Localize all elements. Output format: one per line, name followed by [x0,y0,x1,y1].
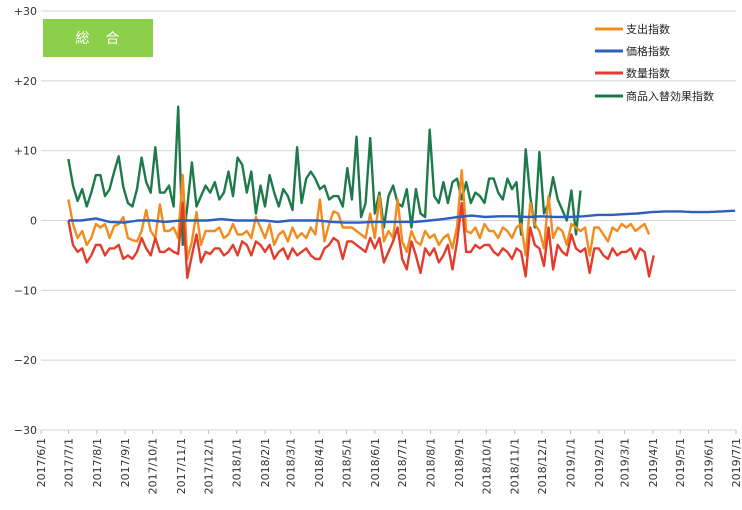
series-lines [67,105,736,279]
legend-label: 価格指数 [626,44,670,58]
x-tick-label: 2018/11/1 [509,438,522,494]
x-tick-label: 2019/1/1 [564,438,577,487]
legend-entry: 価格指数 [595,44,670,58]
y-tick-label: −30 [14,424,37,437]
x-tick-label: 2017/11/1 [175,438,188,494]
x-tick-label: 2017/9/1 [119,438,132,487]
x-tick-label: 2017/6/1 [35,438,48,487]
x-tick-label: 2018/12/1 [536,438,549,494]
y-tick-label: 0 [30,215,37,228]
legend-entry: 商品入替効果指数 [595,89,714,103]
legend-entry: 支出指数 [595,22,670,36]
x-tick-label: 2018/5/1 [340,438,353,487]
x-tick-label: 2018/3/1 [285,438,298,487]
x-tick-label: 2018/8/1 [425,438,438,487]
y-tick-label: +10 [14,145,37,158]
legend-label: 支出指数 [626,22,670,36]
x-tick-label: 2019/3/1 [618,438,631,487]
series-line [67,201,655,279]
x-tick-label: 2017/8/1 [91,438,104,487]
legend-entry: 数量指数 [595,66,670,80]
legend-label: 数量指数 [626,66,670,80]
x-tick-label: 2018/7/1 [396,438,409,487]
chart-badge-background [43,19,153,57]
legend: 支出指数 価格指数 数量指数 商品入替効果指数 [595,22,714,103]
y-axis-tick-labels: +30 +20 +10 0 −10 −20 −30 [14,5,37,437]
x-tick-label: 2019/5/1 [674,438,687,487]
x-tick-label: 2019/6/1 [703,438,716,487]
x-tick-label: 2018/2/1 [259,438,272,487]
series-line [68,209,736,224]
x-tick-label: 2017/7/1 [62,438,75,487]
x-tick-label: 2019/2/1 [593,438,606,487]
y-tick-label: −20 [14,354,37,367]
x-tick-label: 2018/9/1 [453,438,466,487]
x-tick-label: 2017/12/1 [202,438,215,494]
x-tick-label: 2018/4/1 [313,438,326,487]
x-tick-label: 2018/1/1 [231,438,244,487]
chart-badge: 総 合 [43,19,153,57]
chart-badge-label: 総 合 [76,31,121,47]
x-tick-label: 2019/4/1 [647,438,660,487]
y-tick-label: +30 [14,5,37,18]
y-tick-label: −10 [14,284,37,297]
y-tick-label: +20 [14,75,37,88]
series-line [67,105,582,247]
x-axis-tick-labels: 2017/6/1 2017/7/1 2017/8/1 2017/9/1 2017/10/… [35,430,742,494]
legend-label: 商品入替効果指数 [626,89,714,103]
x-tick-label: 2019/7/1 [730,438,742,487]
series-line [67,168,651,261]
x-tick-label: 2018/6/1 [369,438,382,487]
x-tick-label: 2017/10/1 [147,438,160,494]
x-tick-label: 2018/10/1 [480,438,493,494]
